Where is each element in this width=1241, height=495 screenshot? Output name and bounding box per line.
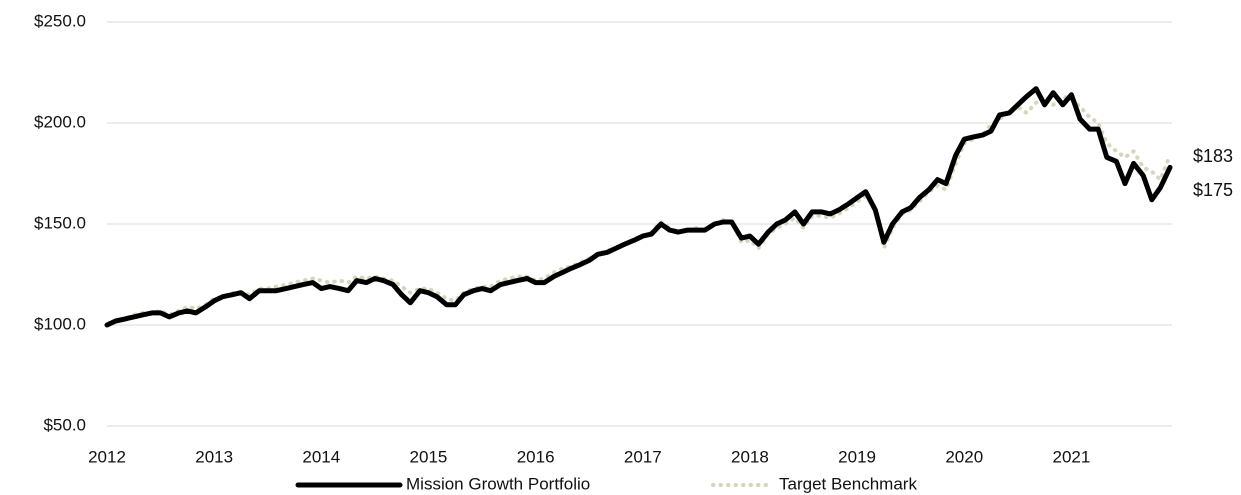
y-tick-label: $150.0	[34, 213, 86, 232]
y-tick-label: $50.0	[43, 415, 86, 434]
legend-label: Target Benchmark	[779, 474, 917, 493]
y-tick-label: $100.0	[34, 314, 86, 333]
x-tick-label: 2016	[517, 447, 555, 466]
end-label: $175	[1193, 180, 1233, 200]
x-tick-label: 2020	[945, 447, 983, 466]
end-label: $183	[1193, 146, 1233, 166]
y-tick-label: $250.0	[34, 11, 86, 30]
x-tick-label: 2021	[1053, 447, 1091, 466]
x-tick-label: 2014	[302, 447, 340, 466]
x-tick-label: 2018	[731, 447, 769, 466]
x-tick-label: 2013	[195, 447, 233, 466]
y-tick-label: $200.0	[34, 112, 86, 131]
x-tick-label: 2017	[624, 447, 662, 466]
x-tick-label: 2019	[838, 447, 876, 466]
legend-label: Mission Growth Portfolio	[406, 474, 590, 493]
x-tick-label: 2012	[88, 447, 126, 466]
x-tick-label: 2015	[410, 447, 448, 466]
series-line	[104, 86, 1173, 328]
